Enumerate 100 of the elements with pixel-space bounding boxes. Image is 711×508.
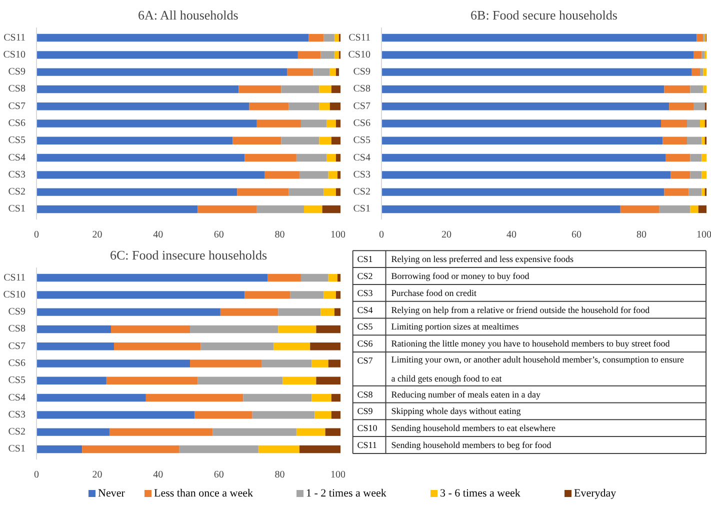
bar: [36, 445, 82, 454]
bar: [336, 68, 339, 76]
bar: [249, 102, 289, 110]
bar: [688, 188, 702, 196]
bar: [304, 205, 322, 214]
bar: [336, 291, 340, 299]
y-tick-label: CS4: [353, 152, 371, 164]
bar: [687, 136, 702, 144]
bar: [299, 171, 328, 179]
chart-title: 6C: Food insecure households: [110, 248, 268, 262]
bar: [296, 428, 326, 436]
x-tick-label: 60: [214, 470, 224, 480]
bar: [36, 428, 110, 436]
bar: [264, 171, 300, 179]
bar: [620, 205, 660, 214]
x-tick-label: 20: [442, 230, 452, 240]
bar: [36, 102, 250, 110]
bar: [382, 171, 671, 179]
y-tick-label: CS6: [353, 118, 371, 129]
x-tick-label: 100: [330, 470, 346, 480]
bar: [700, 68, 704, 76]
bar: [312, 360, 328, 368]
bar: [382, 51, 694, 59]
x-tick-label: 80: [274, 470, 285, 480]
bar: [703, 85, 706, 94]
bar: [36, 120, 257, 128]
bar: [698, 205, 706, 214]
bar: [382, 136, 663, 144]
bar: [328, 274, 338, 282]
x-tick-label: 0: [34, 470, 39, 480]
y-tick-label: CS11: [4, 272, 26, 284]
bar: [288, 102, 320, 110]
bar: [659, 205, 690, 214]
y-tick-label: CS2: [8, 426, 26, 438]
bar: [702, 154, 706, 162]
y-tick-label: CS8: [8, 324, 26, 335]
bar: [310, 342, 340, 350]
bar: [238, 85, 282, 94]
x-tick-label: 40: [506, 230, 516, 240]
bar: [36, 154, 245, 162]
y-tick-label: CS4: [8, 392, 26, 404]
bar: [326, 120, 336, 128]
bar: [334, 51, 339, 59]
bar: [324, 291, 336, 299]
text: Limiting your own, or another adult household member’s, consumption to ensure a child gets enough food to eat: [391, 354, 684, 384]
bar: [336, 154, 340, 162]
bar: [256, 205, 304, 214]
text: Sending household members to eat elsewhere: [391, 423, 556, 434]
bar: [36, 342, 114, 350]
bar: [281, 136, 320, 144]
bar: [700, 120, 705, 128]
bar: [274, 342, 310, 350]
y-tick-label: CS7: [353, 100, 371, 112]
bar: [194, 411, 252, 419]
text: Rationing the little money you have to household members to buy street food: [391, 338, 670, 349]
y-tick-label: CS10: [3, 49, 26, 60]
bar: [702, 136, 705, 144]
bar: [687, 120, 700, 128]
x-tick-label: 80: [274, 230, 285, 240]
bar: [296, 154, 327, 162]
bar: [330, 102, 340, 110]
bar: [669, 102, 694, 110]
bar: [232, 136, 282, 144]
bar: [299, 445, 340, 454]
bar: [106, 376, 198, 384]
y-tick-label: CS6: [8, 118, 26, 129]
y-tick-label: CS9: [8, 66, 26, 78]
legend-label: 3 - 6 times a week: [440, 488, 521, 500]
x-tick-label: 100: [696, 230, 711, 240]
x-tick-label: 0: [34, 230, 39, 240]
y-tick-label: CS7: [8, 340, 26, 352]
bar: [36, 34, 309, 42]
y-tick-label: CS9: [353, 66, 371, 78]
bar: [662, 136, 687, 144]
bar: [326, 154, 336, 162]
bar: [322, 205, 340, 214]
bar: [278, 308, 321, 316]
text: Skipping whole days without eating: [391, 406, 522, 416]
bar: [696, 34, 704, 42]
bar: [308, 34, 324, 42]
bar: [252, 411, 315, 419]
y-tick-label: CS9: [8, 306, 26, 318]
y-tick-label: CS5: [8, 135, 26, 146]
bar: [336, 120, 340, 128]
text: Borrowing food or money to buy food: [391, 270, 530, 281]
legend-label: Less than once a week: [154, 488, 254, 500]
bar: [36, 205, 198, 214]
x-tick-label: 0: [379, 230, 384, 240]
y-tick-label: CS8: [8, 84, 26, 95]
text: Relying on less preferred and less expensive foods: [391, 254, 574, 264]
bar: [288, 188, 324, 196]
bar: [36, 136, 233, 144]
bar: [382, 205, 620, 214]
bar: [702, 188, 705, 196]
legend-label: 1 - 2 times a week: [306, 488, 387, 500]
bar: [36, 308, 220, 316]
bar: [330, 68, 336, 76]
bar: [110, 325, 190, 334]
bar: [282, 376, 316, 384]
text: Reducing number of meals eaten in a day: [391, 389, 541, 400]
